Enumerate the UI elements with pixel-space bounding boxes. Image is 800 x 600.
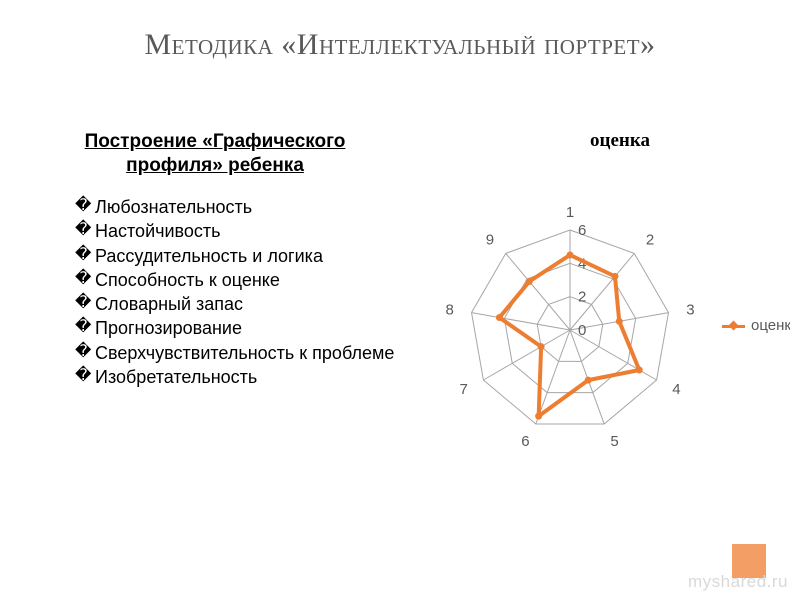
svg-text:6: 6 — [578, 222, 586, 239]
list-item: Способность к оценке — [75, 268, 395, 292]
slide: Методика «Интеллектуальный портрет» Пост… — [0, 0, 800, 600]
list-item: Прогнозирование — [75, 316, 395, 340]
svg-text:1: 1 — [566, 204, 574, 221]
list-item: Словарный запас — [75, 292, 395, 316]
list-item: Любознательность — [75, 195, 395, 219]
list-item: Настойчивость — [75, 219, 395, 243]
svg-text:8: 8 — [445, 302, 453, 319]
svg-text:2: 2 — [646, 232, 654, 249]
list-item: Изобретательность — [75, 365, 395, 389]
svg-text:4: 4 — [672, 381, 680, 398]
chart-title: оценка — [590, 130, 650, 152]
radar-svg: 0246123456789оценка — [420, 180, 790, 480]
svg-text:0: 0 — [578, 322, 586, 339]
slide-title: Методика «Интеллектуальный портрет» — [0, 28, 800, 62]
subtitle: Построение «Графического профиля» ребенк… — [60, 130, 370, 178]
svg-text:6: 6 — [521, 433, 529, 450]
bullet-list: Любознательность Настойчивость Рассудите… — [75, 195, 395, 389]
list-item: Рассудительность и логика — [75, 244, 395, 268]
corner-accent — [732, 544, 766, 578]
svg-text:3: 3 — [686, 302, 694, 319]
radar-chart: 0246123456789оценка — [420, 180, 790, 480]
svg-text:7: 7 — [459, 381, 467, 398]
svg-text:2: 2 — [578, 289, 586, 306]
svg-text:5: 5 — [610, 433, 618, 450]
svg-text:9: 9 — [486, 232, 494, 249]
list-item: Сверхчувствительность к проблеме — [75, 341, 395, 365]
svg-text:оценка: оценка — [751, 317, 790, 334]
